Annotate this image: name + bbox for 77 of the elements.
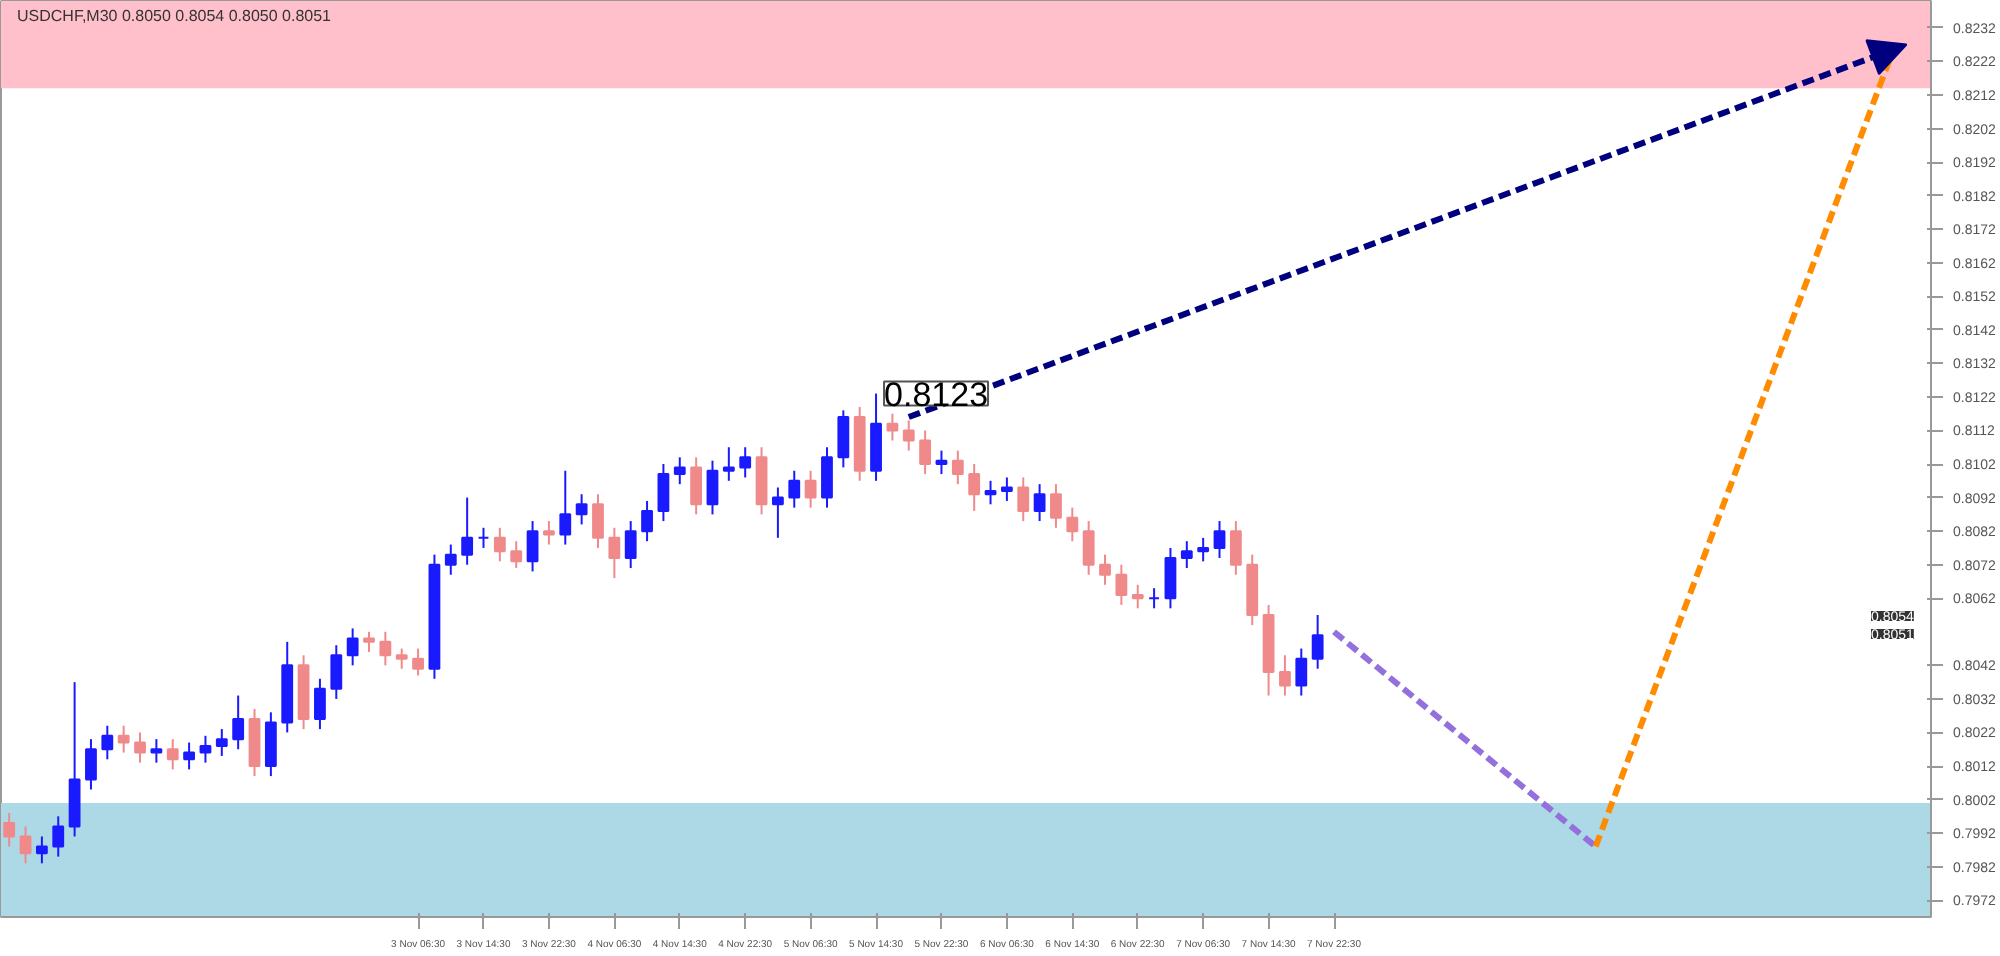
candlestick — [101, 724, 114, 761]
candlestick — [559, 469, 572, 546]
candlestick — [1115, 563, 1128, 606]
candlestick — [624, 520, 637, 570]
candlestick — [575, 493, 588, 526]
candlestick — [52, 815, 65, 858]
candlestick — [592, 493, 604, 549]
candlestick — [477, 526, 490, 549]
candlestick — [183, 741, 195, 771]
candlestick — [1099, 553, 1111, 586]
candlestick — [1131, 583, 1144, 610]
candlestick — [968, 463, 981, 513]
candlestick — [804, 469, 817, 509]
candlestick — [1197, 536, 1210, 563]
candlestick — [3, 811, 16, 848]
candlestick — [461, 496, 474, 566]
candlestick — [1050, 483, 1062, 529]
candlestick — [215, 728, 228, 757]
candlestick — [363, 630, 375, 653]
candlestick — [641, 499, 653, 543]
candlestick — [150, 738, 163, 764]
candlestick — [919, 429, 932, 476]
candlestick — [788, 469, 801, 509]
candlestick — [1229, 520, 1242, 576]
candlestick — [870, 392, 882, 482]
candlestick — [1066, 506, 1079, 543]
candlestick — [510, 540, 523, 570]
candlestick — [395, 647, 408, 670]
candlestick — [1311, 614, 1324, 670]
candlestick — [1279, 654, 1291, 697]
candlestick — [117, 724, 130, 754]
candlestick — [35, 835, 48, 865]
candlestick — [772, 486, 784, 539]
candlestick — [935, 449, 948, 476]
candlestick — [314, 677, 326, 731]
candlestick — [1180, 540, 1193, 570]
candlestick — [608, 526, 621, 580]
candlestick — [1017, 476, 1030, 523]
candlestick — [1082, 520, 1095, 576]
candlestick — [526, 520, 539, 573]
candlestick — [821, 446, 833, 509]
candlestick — [543, 520, 555, 546]
candlestick — [951, 449, 964, 486]
candlestick — [657, 463, 670, 523]
candlestick — [1295, 647, 1308, 697]
candlestick — [1033, 483, 1046, 523]
candlestick — [837, 409, 850, 469]
candlestick — [248, 707, 261, 778]
candlestick — [166, 738, 179, 771]
candlestick — [673, 456, 686, 486]
candlestick — [1000, 476, 1013, 502]
candlestick — [134, 731, 146, 764]
candlestick — [68, 681, 81, 838]
candlestick — [19, 825, 32, 865]
candlestick — [1164, 546, 1177, 610]
candlestick — [330, 644, 343, 700]
annotation: 0.8123 — [884, 375, 989, 414]
candlestick — [264, 711, 277, 778]
candlestick — [199, 734, 212, 764]
candlestick — [690, 456, 703, 516]
candlestick — [739, 446, 752, 479]
candlestick — [902, 419, 915, 452]
candlestick — [1213, 520, 1226, 559]
candlestick — [886, 412, 899, 442]
candlestick — [85, 738, 97, 791]
candlestick — [984, 479, 997, 506]
chart-title: USDCHF,M30 0.8050 0.8054 0.8050 0.8051 — [17, 7, 333, 25]
candlestick — [444, 543, 457, 576]
candlestick — [493, 526, 506, 563]
candlestick — [346, 627, 359, 667]
candlestick — [1148, 587, 1160, 610]
candlestick — [755, 446, 768, 516]
candlestick — [412, 647, 424, 677]
candlestick — [722, 446, 735, 482]
candlestick — [232, 694, 245, 751]
candlestick — [706, 459, 719, 516]
candlestick — [379, 630, 392, 667]
